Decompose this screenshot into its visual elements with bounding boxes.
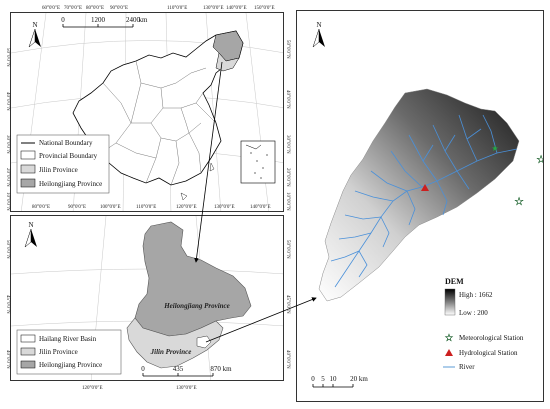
dem-legend: DEM High : 1662 Low : 200 (444, 277, 493, 317)
scale-r-tick-0: 0 (311, 375, 315, 383)
met-station-3: ☆ (514, 196, 524, 208)
legend-bottom-basin: Hailang River Basin (39, 335, 97, 343)
legend-river: River (459, 363, 475, 371)
legend-star-icon: ☆ (445, 333, 454, 344)
legend-met: Meteorological Station (459, 334, 524, 342)
china-map-svg: N 0 1200 2400 km National Boundary Provi… (11, 13, 283, 211)
legend-top-heilongjiang: Heilongjiang Province (39, 180, 102, 188)
scale-b-tick-2: 870 km (210, 365, 232, 373)
met-station-1: ★ (491, 144, 498, 153)
inset-islands (250, 152, 268, 179)
b-right-coord-2: 40°0'0"N (285, 350, 290, 369)
legend-hydro: Hydrological Station (459, 349, 518, 357)
scale-tick-1: 1200 (91, 16, 106, 24)
ne-heilongjiang-shape (134, 221, 252, 337)
top-coord-0: 60°0'0"E (42, 6, 60, 11)
scale-unit: km (139, 16, 149, 24)
right-coord-4: 10°0'0"N (285, 192, 290, 211)
north-arrow-top: N (28, 21, 41, 48)
b-bottom-coord-1: 130°0'0"E (176, 386, 197, 391)
hydrological-station (421, 184, 429, 191)
dem-title: DEM (445, 277, 464, 286)
legend-bottom: Hailang River Basin Jilin Province Heilo… (16, 329, 122, 375)
dem-low: Low : 200 (459, 309, 488, 317)
scale-bar-top: 0 1200 2400 km (61, 16, 149, 28)
north-arrow-bottom: N (24, 221, 37, 248)
basin-dem-shape (318, 88, 520, 302)
scale-r-tick-1: 5 (321, 375, 325, 383)
south-china-sea-inset (240, 140, 276, 184)
north-label-right: N (316, 21, 321, 29)
scale-tick-0: 0 (61, 16, 65, 24)
station-legend: ☆ Meteorological Station Hydrological St… (443, 333, 524, 371)
top-coord-5: 130°0'0"E (203, 6, 224, 11)
legend-triangle-icon (445, 349, 453, 356)
north-arrow-right: N (312, 21, 325, 48)
north-label-bottom: N (28, 221, 33, 229)
river-network (330, 114, 518, 288)
legend-top-jilin: Jilin Province (39, 166, 78, 174)
dem-high: High : 1662 (459, 291, 493, 299)
right-coord-2: 30°0'0"N (285, 135, 290, 154)
top-coord-7: 150°0'0"E (254, 6, 275, 11)
legend-top-national: National Boundary (39, 139, 93, 147)
ne-jilin-shape (126, 317, 224, 369)
top-coord-4: 110°0'0"E (167, 6, 187, 11)
right-coord-3: 20°0'0"N (285, 168, 290, 187)
met-station-2: ☆ (536, 154, 544, 166)
scale-bar-right: 0 5 10 20 km (311, 375, 368, 388)
legend-bottom-jilin: Jilin Province (39, 348, 78, 356)
ne-jilin-label: Jilin Province (150, 348, 192, 356)
top-coord-3: 90°0'0"E (110, 6, 128, 11)
basin-svg: N ★ (311, 21, 544, 388)
scale-r-tick-2: 10 (330, 375, 338, 383)
top-coord-6: 140°0'0"E (226, 6, 247, 11)
scale-b-tick-0: 0 (141, 365, 145, 373)
right-coord-1: 40°0'0"N (285, 90, 290, 109)
top-coord-2: 80°0'0"E (86, 6, 104, 11)
north-label-top: N (32, 21, 37, 29)
scale-tick-2: 2400 (126, 16, 141, 24)
scale-bar-bottom: 0 435 870 km (141, 365, 232, 377)
ne-heilongjiang-label: Heilongjiang Province (163, 302, 230, 310)
b-right-coord-1: 45°0'0"N (285, 295, 290, 314)
legend-bottom-heilongjiang: Heilongjiang Province (39, 361, 102, 369)
northeast-china-map: Heilongjiang Province Jilin Province N H… (10, 215, 284, 381)
ne-map-svg: Heilongjiang Province Jilin Province N H… (11, 216, 283, 380)
legend-top: National Boundary Provincial Boundary Ji… (16, 134, 110, 194)
china-overview-map: N 0 1200 2400 km National Boundary Provi… (10, 12, 284, 212)
b-bottom-coord-0: 120°0'0"E (82, 386, 103, 391)
right-coord-0: 50°0'0"N (285, 40, 290, 59)
scale-r-tick-3: 20 km (350, 375, 368, 383)
legend-top-provincial: Provincial Boundary (39, 152, 98, 160)
b-right-coord-0: 50°0'0"N (285, 240, 290, 259)
scale-b-tick-1: 435 (173, 365, 184, 373)
top-coord-1: 70°0'0"E (64, 6, 82, 11)
basin-dem-map: N ★ (296, 10, 544, 402)
meteorological-stations: ★ ☆ ☆ (491, 144, 544, 208)
